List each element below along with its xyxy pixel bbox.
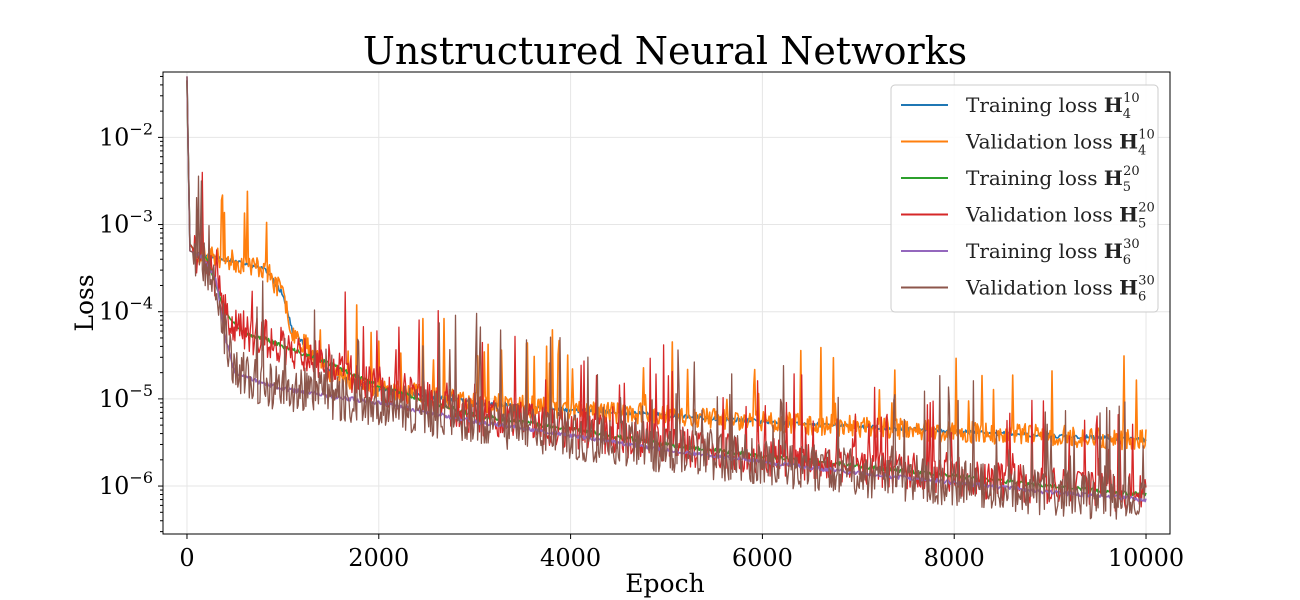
y-tick-exponent: −4 — [129, 294, 153, 313]
legend-symbol: H — [1119, 276, 1138, 300]
y-tick-base: 10 — [99, 385, 130, 413]
legend-label: Training loss H630 — [966, 237, 1140, 268]
legend-box — [890, 84, 1159, 313]
y-tick-base: 10 — [99, 211, 130, 239]
legend-name: Validation loss — [965, 203, 1119, 227]
x-axis: 0 2000 4000 6000 8000 10000 — [179, 534, 1184, 572]
legend-label: Validation loss H520 — [965, 201, 1155, 232]
legend-superscript: 20 — [1123, 164, 1140, 179]
legend-symbol: H — [1104, 166, 1123, 190]
y-tick-label: 10−4 — [99, 294, 153, 326]
series-line — [186, 80, 1147, 512]
y-tick-label: 10−6 — [99, 468, 153, 500]
y-tick-label: 10−3 — [99, 207, 153, 239]
y-tick-label: 10−5 — [99, 381, 153, 413]
legend-subscript: 5 — [1123, 180, 1131, 195]
legend-subscript: 6 — [1123, 253, 1131, 268]
x-tick-label: 8000 — [924, 544, 985, 572]
x-axis-title: Epoch — [625, 569, 704, 598]
legend-name: Validation loss — [965, 276, 1119, 300]
legend-name: Training loss — [966, 239, 1104, 263]
legend-symbol: H — [1104, 93, 1123, 117]
x-tick-label: 0 — [179, 544, 194, 572]
y-tick-exponent: −5 — [129, 381, 153, 400]
legend-name: Training loss — [966, 93, 1104, 117]
series-line — [186, 76, 1147, 520]
legend-subscript: 4 — [1138, 144, 1146, 159]
x-tick-label: 2000 — [348, 544, 409, 572]
legend-name: Training loss — [966, 166, 1104, 190]
legend-subscript: 5 — [1138, 217, 1146, 232]
legend-superscript: 30 — [1123, 237, 1140, 252]
legend-subscript: 6 — [1138, 290, 1146, 305]
y-tick-exponent: −6 — [129, 468, 153, 487]
legend-name: Validation loss — [965, 130, 1119, 154]
legend-superscript: 20 — [1138, 201, 1155, 216]
x-tick-label: 4000 — [540, 544, 601, 572]
y-axis: 10−210−310−410−510−6 — [99, 75, 163, 533]
y-tick-exponent: −2 — [129, 119, 153, 138]
y-axis-title: Loss — [70, 274, 99, 331]
y-tick-label: 10−2 — [99, 119, 153, 151]
y-tick-base: 10 — [99, 472, 130, 500]
legend-subscript: 4 — [1123, 107, 1131, 122]
x-tick-label: 10000 — [1108, 544, 1184, 572]
y-tick-base: 10 — [99, 123, 130, 151]
legend-symbol: H — [1119, 130, 1138, 154]
legend-symbol: H — [1119, 203, 1138, 227]
legend-superscript: 30 — [1138, 274, 1155, 289]
legend-superscript: 10 — [1123, 91, 1140, 106]
series-lines — [186, 76, 1147, 520]
plot-frame — [162, 71, 1171, 535]
legend-symbol: H — [1104, 239, 1123, 263]
x-tick-label: 6000 — [732, 544, 793, 572]
y-tick-base: 10 — [99, 298, 130, 326]
legend-label: Training loss H410 — [966, 91, 1140, 122]
legend-label: Training loss H520 — [966, 164, 1140, 195]
chart-title: Unstructured Neural Networks — [363, 29, 967, 73]
legend-label: Validation loss H630 — [965, 274, 1155, 305]
y-tick-exponent: −3 — [129, 207, 153, 226]
legend-superscript: 10 — [1138, 128, 1155, 143]
legend-label: Validation loss H410 — [965, 128, 1155, 159]
